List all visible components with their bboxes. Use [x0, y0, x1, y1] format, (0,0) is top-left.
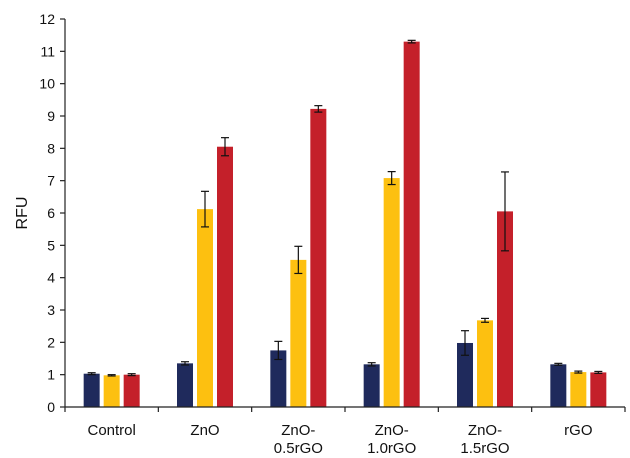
bar: [570, 372, 587, 407]
x-category-label: 1.5rGO: [460, 440, 509, 457]
x-category-label: ZnO-: [281, 422, 315, 439]
x-axis-labels: Control ZnO ZnO-0.5rGOZnO-1.0rGOZnO-1.5rGO…: [64, 407, 626, 457]
x-category-label: ZnO: [190, 422, 219, 439]
bar: [383, 178, 400, 407]
y-tick-label: 0: [47, 399, 55, 415]
x-category-label: 0.5rGO: [274, 440, 323, 457]
y-tick-label: 3: [47, 302, 55, 318]
y-tick-label: 9: [47, 108, 55, 124]
x-category-label: rGO: [564, 422, 592, 439]
bar: [290, 259, 307, 407]
y-tick-label: 11: [40, 43, 55, 59]
y-tick-label: 8: [47, 140, 55, 156]
bars: [83, 39, 607, 408]
bar: [197, 209, 213, 407]
bar: [270, 350, 287, 407]
bar: [457, 342, 473, 407]
x-category-label: ZnO-: [375, 422, 409, 439]
bar: [590, 372, 607, 407]
y-tick-label: 5: [47, 237, 55, 253]
bar: [477, 320, 493, 407]
y-tick-label: 2: [47, 334, 55, 350]
y-tick-label: 10: [39, 76, 55, 92]
y-tick-label: 1: [47, 367, 55, 383]
bar: [403, 41, 420, 408]
x-category-label: ZnO-: [468, 422, 502, 439]
y-tick-label: 12: [39, 11, 55, 27]
y-axis-title: RFU: [14, 197, 31, 230]
bar: [310, 108, 327, 408]
y-tick-label: 6: [47, 205, 55, 221]
bar: [217, 146, 233, 407]
y-tick-label: 7: [47, 173, 55, 189]
x-category-label: Control: [87, 422, 135, 439]
bar: [177, 363, 193, 407]
bar: [497, 211, 513, 407]
bar: [103, 375, 120, 407]
bar: [363, 364, 380, 407]
bar: [83, 373, 100, 407]
bar: [123, 374, 140, 407]
x-category-label: 1.0rGO: [367, 440, 416, 457]
y-tick-label: 4: [47, 270, 55, 286]
bar: [550, 364, 567, 407]
